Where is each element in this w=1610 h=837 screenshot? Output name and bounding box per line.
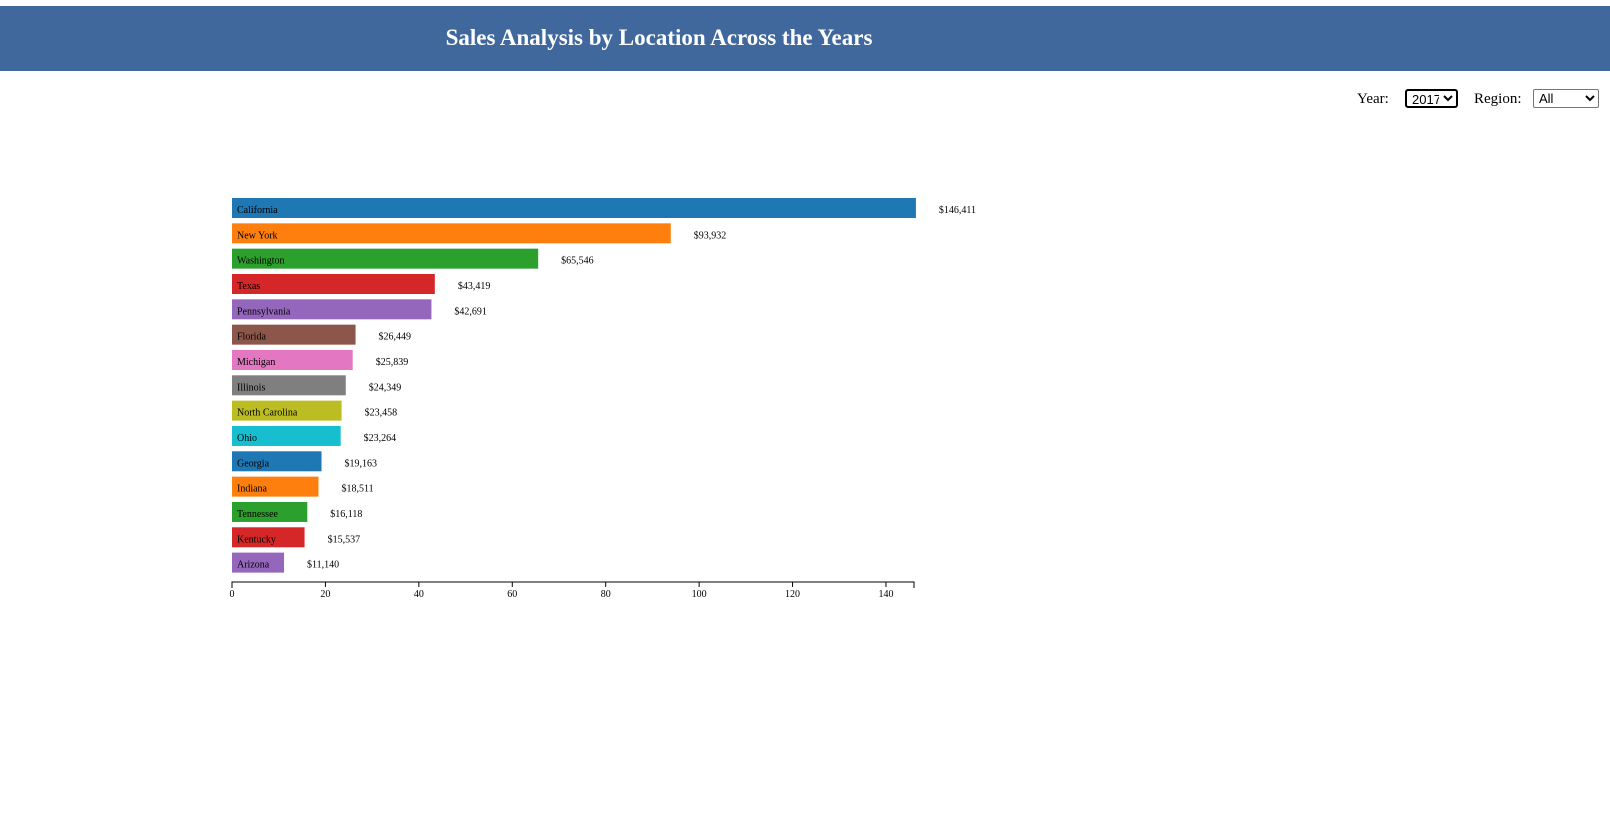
- bar-value-label: $11,140: [307, 560, 339, 571]
- bar-value-label: $26,449: [379, 332, 412, 343]
- year-select[interactable]: 2017: [1405, 89, 1458, 108]
- bar-value-label: $25,839: [376, 357, 409, 368]
- x-axis-line: [231, 581, 915, 588]
- bar-category-label: California: [237, 205, 278, 216]
- bar-value-label: $65,546: [561, 256, 594, 267]
- bar-category-label: Washington: [237, 256, 285, 267]
- bar: [232, 248, 539, 269]
- bar-category-label: Arizona: [237, 560, 270, 571]
- bar-value-label: $19,163: [345, 458, 378, 469]
- page-title: Sales Analysis by Location Across the Ye…: [445, 25, 873, 50]
- bar-category-label: Tennessee: [237, 509, 279, 520]
- bar-category-label: Indiana: [237, 484, 268, 495]
- bar: [232, 299, 432, 320]
- bar-category-label: Illinois: [237, 382, 265, 393]
- bar: [232, 223, 671, 244]
- bar: [232, 451, 322, 472]
- x-axis-tick-label: 60: [507, 589, 517, 600]
- bar-value-label: $15,537: [328, 534, 361, 545]
- x-axis-tick-label: 100: [692, 589, 707, 600]
- header-bar: Sales Analysis by Location Across the Ye…: [0, 6, 1610, 71]
- bar-category-label: Ohio: [237, 433, 257, 444]
- bar-value-label: $146,411: [939, 205, 976, 216]
- bar-value-label: $18,511: [341, 484, 373, 495]
- bar: [232, 273, 435, 294]
- bar-value-label: $93,932: [694, 230, 727, 241]
- bar-value-label: $23,458: [365, 408, 398, 419]
- bar: [232, 349, 353, 370]
- region-label: Region:: [1474, 91, 1522, 107]
- bar-category-label: Kentucky: [237, 534, 276, 545]
- bar: [232, 501, 308, 522]
- bar: [232, 400, 342, 421]
- bar-value-label: $43,419: [458, 281, 491, 292]
- x-axis-tick-label: 20: [320, 589, 330, 600]
- bar: [232, 375, 346, 396]
- region-select[interactable]: All: [1533, 89, 1599, 108]
- bar-category-label: Michigan: [237, 357, 275, 368]
- bar: [232, 198, 916, 218]
- x-axis-tick-label: 140: [878, 589, 893, 600]
- bar-value-label: $24,349: [369, 382, 402, 393]
- bar: [232, 527, 305, 548]
- bar-category-label: Georgia: [237, 458, 270, 469]
- bar-value-label: $23,264: [364, 433, 397, 444]
- year-label: Year:: [1357, 91, 1389, 107]
- bar-value-label: $16,118: [330, 509, 362, 520]
- bar: [232, 552, 285, 573]
- bar-category-label: Pennsylvania: [237, 306, 291, 317]
- x-axis-tick-label: 0: [230, 589, 235, 600]
- bar-category-label: Texas: [237, 281, 260, 292]
- x-axis-tick-label: 40: [414, 589, 424, 600]
- bar-value-label: $42,691: [454, 306, 487, 317]
- bar: [232, 476, 319, 497]
- bar: [232, 324, 356, 345]
- bar: [232, 425, 341, 446]
- bar-category-label: New York: [237, 230, 278, 241]
- bar-category-label: Florida: [237, 332, 266, 343]
- x-axis-tick-label: 80: [601, 589, 611, 600]
- bar-category-label: North Carolina: [237, 408, 298, 419]
- x-axis-tick-label: 120: [785, 589, 800, 600]
